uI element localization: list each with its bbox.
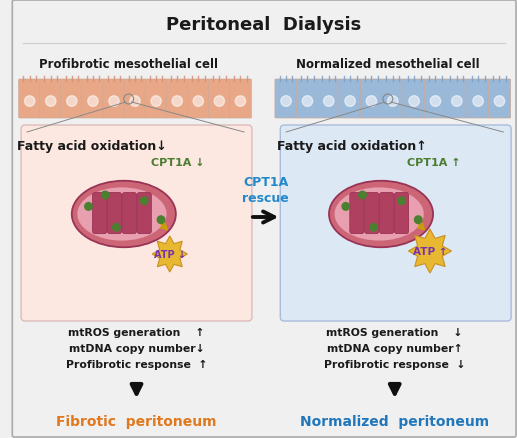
Text: Normalized mesothelial cell: Normalized mesothelial cell <box>296 58 480 71</box>
Circle shape <box>324 96 334 107</box>
FancyBboxPatch shape <box>296 80 318 119</box>
FancyBboxPatch shape <box>19 80 41 119</box>
Text: mtDNA copy number↓: mtDNA copy number↓ <box>69 343 204 353</box>
Circle shape <box>109 96 119 107</box>
Text: CPT1A
rescue: CPT1A rescue <box>242 176 289 205</box>
FancyBboxPatch shape <box>208 80 231 119</box>
Text: Profibrotic response  ↓: Profibrotic response ↓ <box>324 359 465 369</box>
FancyBboxPatch shape <box>364 193 379 234</box>
Circle shape <box>85 203 92 211</box>
FancyBboxPatch shape <box>339 80 361 119</box>
Circle shape <box>430 96 440 107</box>
Circle shape <box>451 96 462 107</box>
Text: Fibrotic  peritoneum: Fibrotic peritoneum <box>56 414 217 428</box>
Circle shape <box>345 96 355 107</box>
Circle shape <box>366 96 377 107</box>
Circle shape <box>193 96 203 107</box>
Circle shape <box>88 96 98 107</box>
Circle shape <box>113 224 120 232</box>
FancyBboxPatch shape <box>446 80 468 119</box>
Text: mtROS generation    ↑: mtROS generation ↑ <box>68 327 205 337</box>
Circle shape <box>235 96 246 107</box>
FancyBboxPatch shape <box>360 80 383 119</box>
Text: mtROS generation    ↓: mtROS generation ↓ <box>327 327 463 337</box>
FancyBboxPatch shape <box>103 80 125 119</box>
FancyBboxPatch shape <box>108 193 121 234</box>
FancyBboxPatch shape <box>12 1 516 437</box>
FancyBboxPatch shape <box>379 193 394 234</box>
Circle shape <box>281 96 291 107</box>
Ellipse shape <box>329 181 433 247</box>
Circle shape <box>157 216 165 224</box>
Text: Profibrotic response  ↑: Profibrotic response ↑ <box>66 359 207 369</box>
Circle shape <box>473 96 483 107</box>
Circle shape <box>130 96 140 107</box>
Text: ATP ↓: ATP ↓ <box>154 249 186 259</box>
Circle shape <box>415 216 422 224</box>
FancyBboxPatch shape <box>394 193 408 234</box>
Circle shape <box>172 96 183 107</box>
FancyBboxPatch shape <box>382 80 404 119</box>
Text: Normalized  peritoneum: Normalized peritoneum <box>300 414 489 428</box>
Ellipse shape <box>72 181 176 247</box>
Ellipse shape <box>334 188 424 241</box>
FancyBboxPatch shape <box>350 193 364 234</box>
FancyBboxPatch shape <box>467 80 489 119</box>
FancyBboxPatch shape <box>93 193 107 234</box>
Polygon shape <box>408 230 451 273</box>
FancyBboxPatch shape <box>489 80 511 119</box>
Circle shape <box>45 96 56 107</box>
Text: Profibrotic mesothelial cell: Profibrotic mesothelial cell <box>39 58 218 71</box>
Circle shape <box>388 96 398 107</box>
Text: mtDNA copy number↑: mtDNA copy number↑ <box>327 343 463 353</box>
Text: Peritoneal  Dialysis: Peritoneal Dialysis <box>166 16 361 34</box>
Polygon shape <box>152 237 187 272</box>
FancyBboxPatch shape <box>424 80 447 119</box>
Text: CPT1A ↓: CPT1A ↓ <box>151 158 204 168</box>
FancyBboxPatch shape <box>40 80 62 119</box>
Text: Fatty acid oxidation↓: Fatty acid oxidation↓ <box>17 140 166 153</box>
Circle shape <box>101 192 109 199</box>
Circle shape <box>302 96 313 107</box>
Circle shape <box>370 224 377 232</box>
Circle shape <box>151 96 161 107</box>
Circle shape <box>409 96 419 107</box>
Circle shape <box>67 96 77 107</box>
Text: ATP ↑: ATP ↑ <box>413 247 447 256</box>
FancyBboxPatch shape <box>166 80 188 119</box>
FancyBboxPatch shape <box>187 80 209 119</box>
FancyBboxPatch shape <box>403 80 425 119</box>
FancyBboxPatch shape <box>61 80 83 119</box>
Circle shape <box>141 198 148 205</box>
FancyBboxPatch shape <box>317 80 340 119</box>
Circle shape <box>359 192 366 199</box>
FancyBboxPatch shape <box>275 80 297 119</box>
FancyBboxPatch shape <box>123 193 136 234</box>
FancyBboxPatch shape <box>137 193 151 234</box>
FancyBboxPatch shape <box>21 126 252 321</box>
Circle shape <box>24 96 35 107</box>
Text: CPT1A ↑: CPT1A ↑ <box>407 158 461 168</box>
Circle shape <box>494 96 505 107</box>
Circle shape <box>398 198 405 205</box>
FancyBboxPatch shape <box>280 126 511 321</box>
FancyBboxPatch shape <box>124 80 146 119</box>
Circle shape <box>342 203 349 211</box>
FancyBboxPatch shape <box>145 80 167 119</box>
FancyBboxPatch shape <box>230 80 251 119</box>
FancyBboxPatch shape <box>82 80 104 119</box>
Text: Fatty acid oxidation↑: Fatty acid oxidation↑ <box>277 140 427 153</box>
Circle shape <box>214 96 224 107</box>
Ellipse shape <box>78 188 166 241</box>
